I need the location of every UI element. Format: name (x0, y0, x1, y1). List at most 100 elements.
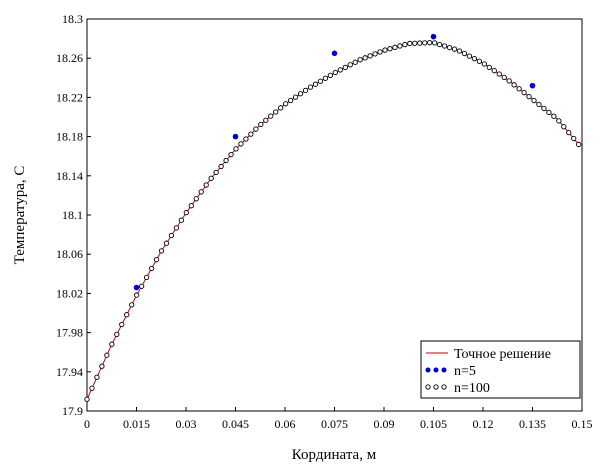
x-tick-label: 0.09 (374, 417, 395, 431)
n100-point (446, 44, 453, 51)
n100-point (84, 396, 90, 402)
legend-swatch-n100 (441, 384, 447, 390)
n100-point (501, 74, 507, 81)
n100-point (203, 182, 209, 188)
n100-point (432, 40, 438, 46)
n100-point (99, 363, 105, 369)
n5-point (133, 284, 140, 291)
n100-point (392, 44, 398, 50)
n100-point (223, 157, 229, 164)
n100-point (367, 53, 373, 59)
n100-point (427, 40, 433, 46)
n100-point (377, 49, 383, 55)
y-axis-ticks: 17.9 17.94 17.98 18.02 18.06 18.1 18.14 18.18 18… (56, 12, 91, 418)
x-tick-label: 0.105 (420, 417, 447, 431)
n100-point (456, 48, 463, 54)
x-tick-label: 0.15 (572, 417, 593, 431)
n100-point (516, 86, 522, 92)
n100-point (441, 43, 448, 49)
n100-point (566, 129, 572, 136)
y-tick-label: 18.14 (56, 169, 83, 183)
n100-point (486, 64, 492, 70)
n100-point (481, 61, 487, 67)
n100-point (466, 53, 473, 59)
n100-point (292, 94, 299, 100)
n100-point (451, 46, 458, 52)
x-tick-label: 0.12 (473, 417, 494, 431)
n5-point (430, 33, 437, 40)
n100-point (536, 101, 542, 108)
y-axis-title: Температура, С (12, 166, 28, 265)
n100-point (327, 72, 334, 79)
n100-point (382, 47, 388, 53)
series-line-exact (86, 42, 580, 400)
n100-point (576, 141, 582, 148)
x-tick-label: 0 (84, 417, 90, 431)
n100-point (551, 113, 557, 119)
x-tick-label: 0.06 (275, 417, 296, 431)
legend-box (420, 340, 581, 399)
n100-point (124, 312, 130, 318)
n100-point (104, 352, 110, 358)
n100-point (198, 189, 204, 195)
n100-point (402, 41, 408, 48)
y-tick-label: 17.9 (62, 404, 83, 418)
n100-point (417, 40, 423, 46)
n100-point (248, 131, 254, 137)
n100-point (94, 374, 100, 380)
x-tick-label: 0.045 (222, 417, 249, 431)
n100-point (491, 68, 497, 74)
x-tick-label: 0.075 (321, 417, 348, 431)
y-tick-label: 18.1 (62, 208, 83, 222)
x-tick-label: 0.03 (176, 417, 197, 431)
n100-point (471, 56, 478, 62)
n100-point (258, 121, 264, 128)
n100-point (253, 126, 259, 132)
n100-point (278, 105, 284, 111)
y-tick-label: 18.02 (56, 286, 83, 300)
x-tick-label: 0.135 (519, 417, 546, 431)
n100-point (208, 175, 214, 181)
n100-point (506, 78, 512, 84)
n100-point (387, 46, 393, 52)
n5-point (331, 50, 338, 57)
n100-point (526, 93, 532, 100)
n100-point (302, 87, 309, 94)
n100-point (337, 67, 343, 73)
n100-point (238, 141, 244, 147)
n100-point (312, 81, 319, 87)
n100-point (397, 43, 403, 49)
n100-point (496, 71, 502, 77)
n100-point (556, 118, 562, 124)
n100-point (307, 84, 314, 90)
n100-point (168, 232, 175, 239)
x-tick-label: 0.015 (123, 417, 150, 431)
n100-point (89, 385, 95, 391)
legend-swatch-n100 (425, 384, 431, 390)
n100-point (233, 146, 239, 152)
n100-point (114, 331, 120, 338)
n100-point (143, 274, 150, 281)
n100-point (268, 113, 274, 119)
legend-label: Точное решение (454, 347, 551, 362)
x-axis-ticks: 0 0.015 0.03 0.045 0.06 0.075 0.09 0.105 0.12 0.1… (84, 407, 593, 431)
y-tick-label: 18.18 (56, 130, 83, 144)
n100-point (342, 64, 348, 71)
y-tick-label: 18.06 (56, 247, 83, 261)
n100-point (332, 69, 338, 76)
n100-point (129, 302, 135, 308)
n5-point (232, 133, 239, 140)
n100-point (317, 78, 324, 84)
n100-point (476, 58, 483, 64)
n100-point (218, 163, 224, 170)
n100-point (263, 117, 269, 123)
n100-point (322, 75, 329, 81)
n100-point (461, 50, 468, 57)
n100-point (521, 90, 527, 96)
legend: Точное решение n=5 n=100 (420, 340, 581, 399)
n100-point (188, 203, 194, 209)
n100-point (546, 109, 552, 115)
n100-point (134, 292, 140, 298)
legend-swatch-n5 (441, 367, 447, 373)
